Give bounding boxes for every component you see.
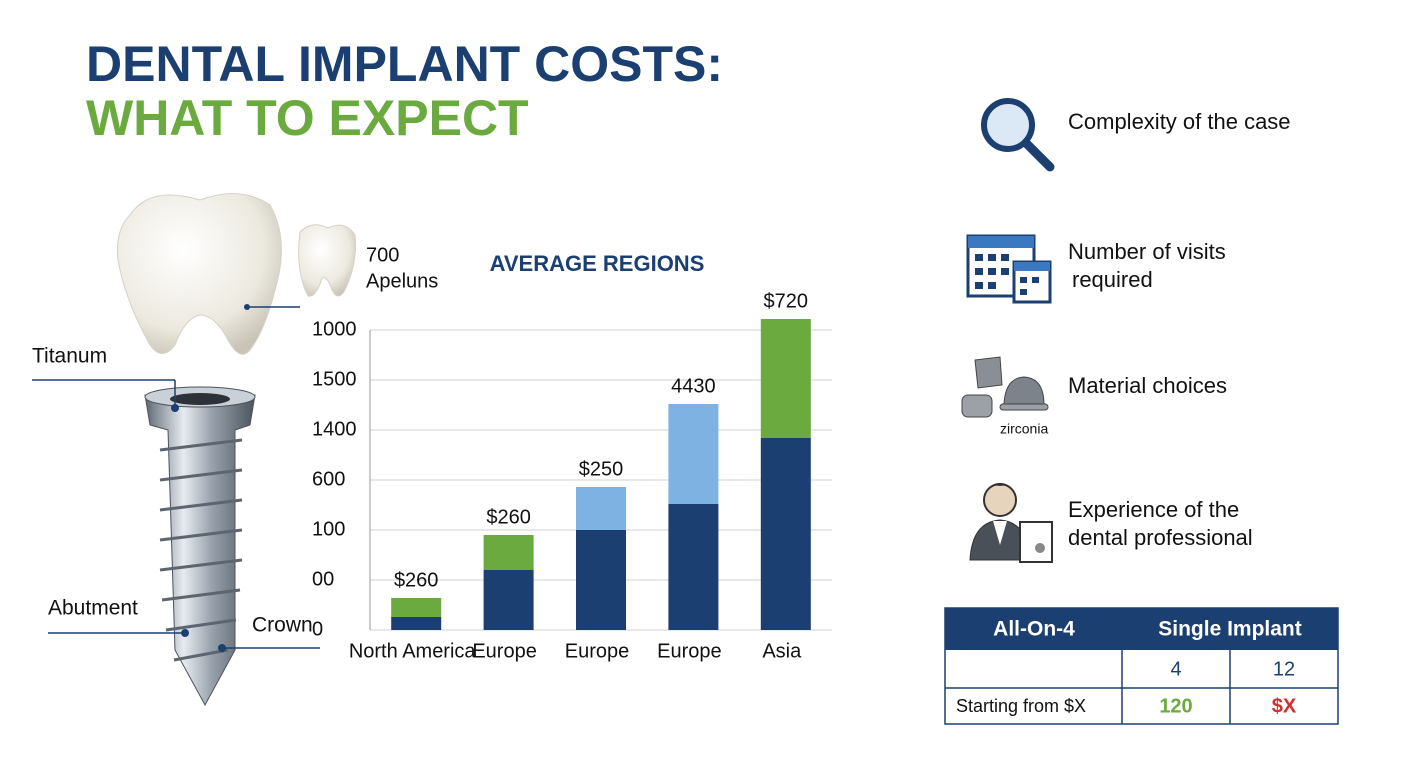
tooth-label: 700 xyxy=(366,244,399,266)
material-icon xyxy=(961,356,1049,418)
title-line-1: DENTAL IMPLANT COSTS: xyxy=(86,36,723,92)
table-cell: 12 xyxy=(1273,658,1295,680)
y-tick-label: 600 xyxy=(312,468,345,490)
magnifier-icon xyxy=(981,98,1055,172)
bar-segment xyxy=(668,404,719,504)
bar-label: $260 xyxy=(394,569,439,591)
factor-text: Material choices xyxy=(1068,373,1227,398)
factor-text: Experience of the xyxy=(1068,497,1239,522)
factor-text: Number of visits xyxy=(1068,239,1226,264)
bar-segment xyxy=(483,570,534,630)
x-tick-label: Europe xyxy=(472,640,537,662)
table-cell: 120 xyxy=(1159,695,1192,717)
bar-segment xyxy=(576,530,626,630)
bar-segment xyxy=(760,319,811,438)
bar-segment xyxy=(760,438,811,630)
y-tick-label: 00 xyxy=(312,568,334,590)
icon-label: zirconia xyxy=(1000,421,1048,437)
y-tick-label: 100 xyxy=(312,518,345,540)
bar-label: $260 xyxy=(486,506,531,528)
table-header: Single Implant xyxy=(1158,618,1302,641)
x-tick-label: Europe xyxy=(657,640,722,662)
table-cell: 4 xyxy=(1170,658,1181,680)
part-label: Titanum xyxy=(32,345,107,368)
y-tick-label: 1500 xyxy=(312,368,357,390)
factor-text: required xyxy=(1072,267,1153,292)
x-tick-label: Asia xyxy=(762,640,802,662)
tooth-label: Apeluns xyxy=(366,270,438,292)
cost-table xyxy=(944,607,1339,725)
factor-text: dental professional xyxy=(1068,525,1253,550)
professional-icon xyxy=(969,483,1053,563)
bar-segment xyxy=(391,617,442,630)
factor-text: Complexity of the case xyxy=(1068,109,1291,134)
y-tick-label: 1000 xyxy=(312,318,357,340)
part-label: Crown xyxy=(252,614,313,637)
chart-title: AVERAGE REGIONS xyxy=(490,251,705,276)
table-row-label: Starting from $X xyxy=(956,696,1086,716)
bar-segment xyxy=(391,598,442,617)
table-header: All-On-4 xyxy=(993,618,1075,641)
table-cell: $X xyxy=(1272,695,1297,717)
bar-label: $720 xyxy=(764,290,809,312)
bar-label: 4430 xyxy=(671,375,716,397)
part-label: Abutment xyxy=(48,597,138,620)
bar-segment xyxy=(576,487,626,530)
bar-segment xyxy=(668,504,719,630)
factor-list: Complexity of the case Number of visits re… xyxy=(1068,109,1291,550)
x-tick-label: North America xyxy=(349,640,477,662)
bar-segment xyxy=(483,535,534,570)
y-tick-label: 0 xyxy=(312,618,323,640)
calendar-icon xyxy=(966,234,1052,304)
title-line-2: WHAT TO EXPECT xyxy=(86,90,529,146)
bar-label: $250 xyxy=(579,458,624,480)
tooth-illustration xyxy=(32,193,356,707)
x-tick-label: Europe xyxy=(565,640,630,662)
y-tick-label: 1400 xyxy=(312,418,357,440)
